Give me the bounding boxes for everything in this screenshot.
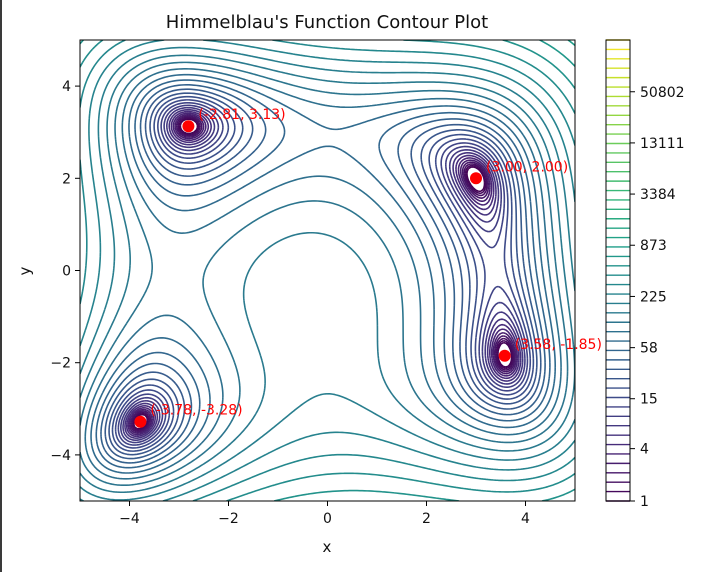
contour-lines xyxy=(80,40,575,501)
contour-level xyxy=(132,117,514,431)
x-tick-label: 0 xyxy=(323,511,332,527)
y-tick-label: −4 xyxy=(50,448,71,464)
colorbar-tick-label: 225 xyxy=(640,289,667,305)
y-tick-label: 2 xyxy=(62,171,71,187)
colorbar-ticks: 1 4 15 58 225 873 3384 13111 50802 xyxy=(630,85,685,510)
minima-markers xyxy=(134,120,511,428)
minimum-label: (3.00, 2.00) xyxy=(486,159,568,175)
colorbar-tick-label: 13111 xyxy=(640,136,685,152)
minimum-label: (3.58, -1.85) xyxy=(515,337,602,353)
contour-level xyxy=(114,99,532,449)
x-tick-label: −4 xyxy=(119,511,140,527)
colorbar-border xyxy=(605,39,631,502)
contour-level xyxy=(108,92,538,456)
colorbar-tick-label: 58 xyxy=(640,341,658,357)
minimum-marker xyxy=(182,120,195,133)
contour-level xyxy=(130,115,516,433)
x-tick-label: 2 xyxy=(422,511,431,527)
minimum-marker xyxy=(470,172,482,185)
contour-level xyxy=(80,54,575,494)
contour-level xyxy=(117,101,529,446)
colorbar-tick-label: 4 xyxy=(640,442,649,458)
contour-level xyxy=(95,79,551,469)
contour-level xyxy=(80,46,575,501)
x-tick-label: −2 xyxy=(218,511,239,527)
contour-level xyxy=(131,116,515,432)
y-tick-label: −2 xyxy=(50,356,71,372)
y-tick-label: 0 xyxy=(62,264,71,280)
contour-level xyxy=(80,40,575,501)
colorbar-tick-label: 1 xyxy=(640,494,649,510)
minima-annotations: (-2.81, 3.13) (3.00, 2.00) (3.58, -1.85)… xyxy=(150,107,602,419)
contour-level xyxy=(111,95,535,452)
colorbar-tick-label: 50802 xyxy=(640,85,685,101)
minimum-marker xyxy=(498,349,511,362)
minimum-marker xyxy=(134,415,147,428)
contour-level xyxy=(104,88,542,460)
contour-level xyxy=(122,106,524,441)
x-tick-label: 4 xyxy=(521,511,530,527)
y-axis-label: y xyxy=(16,266,34,275)
y-tick-label: 4 xyxy=(62,79,71,95)
contour-level xyxy=(100,84,546,464)
contour-level xyxy=(124,108,522,439)
contour-level xyxy=(90,73,557,474)
colorbar-tick-label: 873 xyxy=(640,238,667,254)
colorbar: 1 4 15 58 225 873 3384 13111 50802 xyxy=(605,39,685,510)
colorbar-tick-label: 3384 xyxy=(640,187,676,203)
x-axis-label: x xyxy=(323,538,332,556)
contour-level xyxy=(125,110,520,438)
minimum-label: (-2.81, 3.13) xyxy=(198,107,285,123)
contour-level xyxy=(84,68,562,480)
colorbar-tick-label: 15 xyxy=(640,392,658,408)
contour-level xyxy=(80,61,569,487)
contour-level xyxy=(120,104,526,444)
y-axis: −4 −2 0 2 4 xyxy=(50,79,80,464)
contour-level xyxy=(127,112,519,436)
chart-title: Himmelblau's Function Contour Plot xyxy=(166,12,488,33)
contour-level xyxy=(128,113,517,435)
x-axis: −4 −2 0 2 4 xyxy=(119,501,530,527)
minimum-label: (-3.78, -3.28) xyxy=(150,403,242,419)
